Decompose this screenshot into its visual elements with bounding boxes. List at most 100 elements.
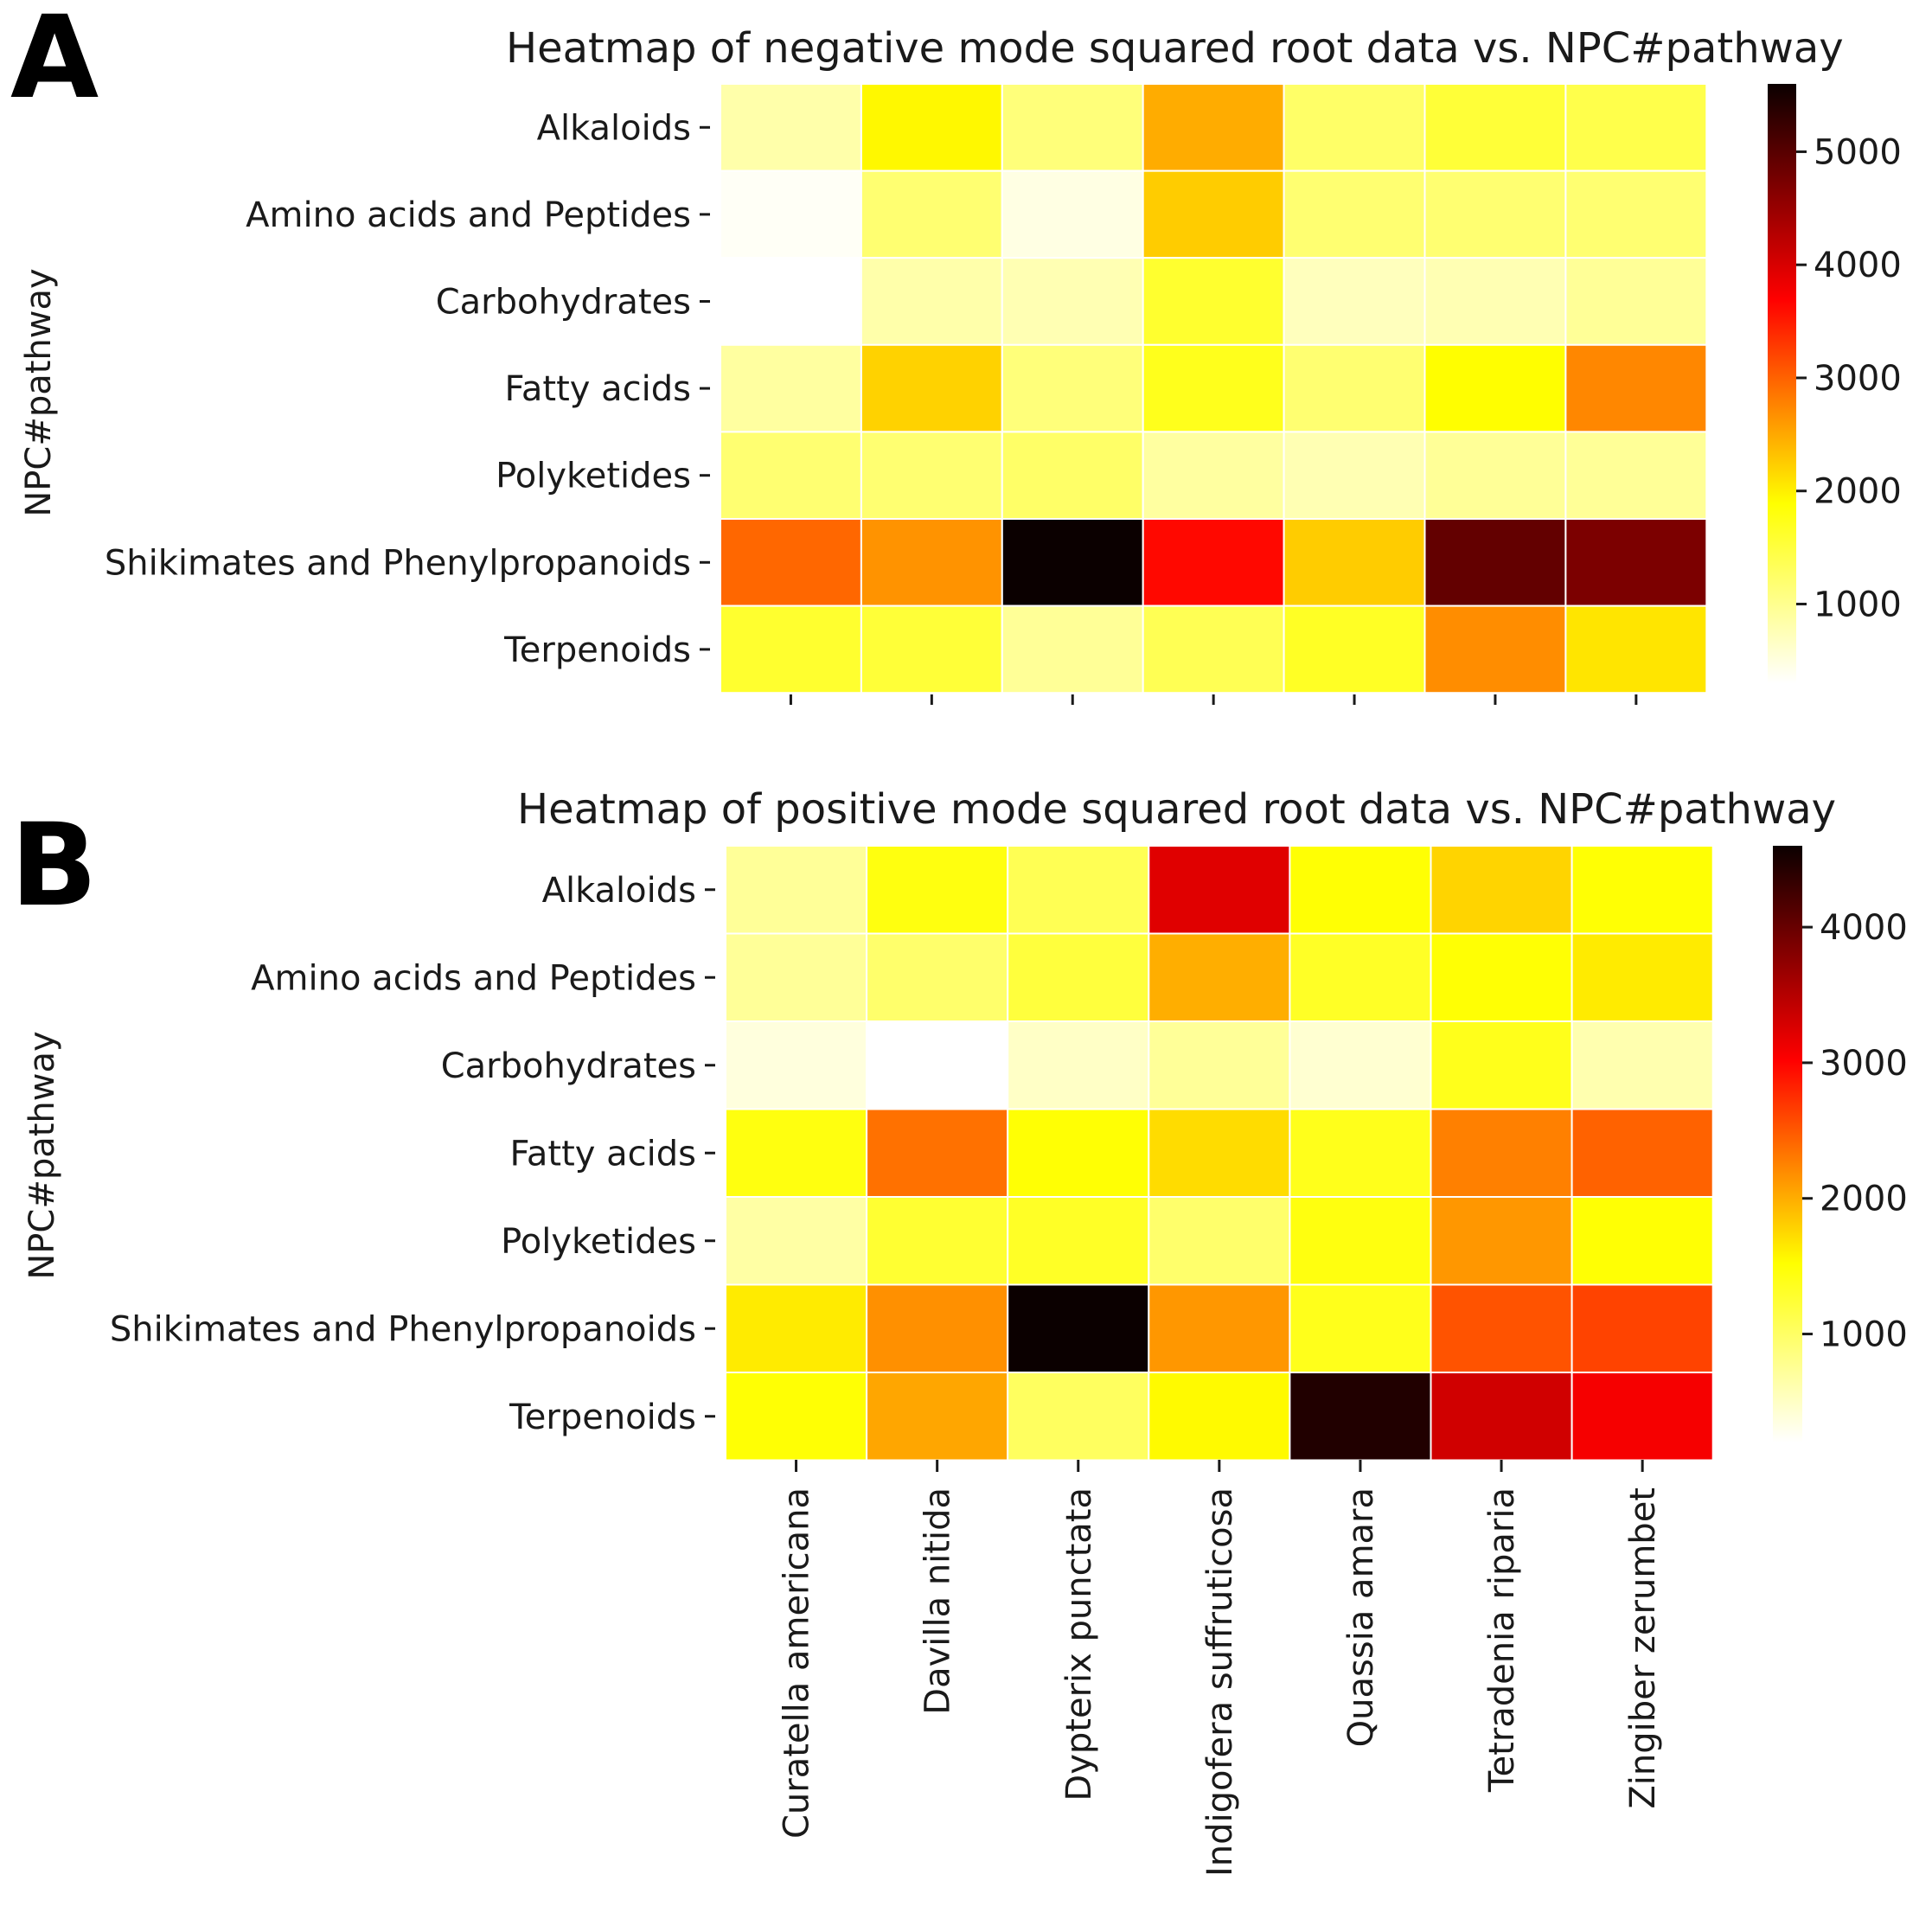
heatmap-cell xyxy=(1564,431,1708,520)
heatmap-cell xyxy=(1001,257,1144,346)
heatmap-b-colorbar xyxy=(1773,846,1802,1442)
heatmap-cell xyxy=(1571,1108,1714,1198)
heatmap-cell xyxy=(1564,83,1708,172)
heatmap-cell xyxy=(1007,932,1150,1022)
heatmap-cell xyxy=(725,1196,868,1286)
row-label: Polyketides xyxy=(496,457,691,496)
column-label: Indigofera suffruticosa xyxy=(1200,1487,1240,1877)
heatmap-cell xyxy=(1142,83,1285,172)
heatmap-cell xyxy=(1283,518,1426,607)
heatmap-b-x-ticks xyxy=(795,1460,1644,1472)
heatmap-cell xyxy=(1430,1108,1573,1198)
heatmap-cell xyxy=(1001,518,1144,607)
heatmap-cell xyxy=(1571,1372,1714,1462)
heatmap-cell xyxy=(860,518,1003,607)
heatmap-cell xyxy=(725,845,868,935)
heatmap-cell xyxy=(1423,257,1567,346)
heatmap-cell xyxy=(1571,1283,1714,1373)
column-label: Tetradenia riparia xyxy=(1482,1487,1522,1793)
heatmap-cell xyxy=(1148,932,1291,1022)
heatmap-a-ylabel: NPC#pathway xyxy=(19,268,59,516)
heatmap-b-cells xyxy=(725,845,1714,1462)
heatmap-cell xyxy=(860,431,1003,520)
row-label: Fatty acids xyxy=(505,369,691,409)
heatmap-cell xyxy=(720,518,862,607)
panel-letter-a: A xyxy=(10,0,99,125)
heatmap-cell xyxy=(866,932,1009,1022)
row-label: Alkaloids xyxy=(542,871,696,911)
heatmap-cell xyxy=(1142,431,1285,520)
heatmap-cell xyxy=(866,1283,1009,1373)
panel-a: A Heatmap of negative mode squared root … xyxy=(10,0,1902,705)
heatmap-cell xyxy=(720,257,862,346)
heatmap-a-row-labels: Alkaloids Amino acids and Peptides Carbohy… xyxy=(105,108,710,670)
heatmap-cell xyxy=(1007,1020,1150,1110)
colorbar-tick-label: 4000 xyxy=(1820,908,1908,948)
heatmap-cell xyxy=(1289,845,1432,935)
heatmap-cell xyxy=(725,1020,868,1110)
heatmap-cell xyxy=(1001,83,1144,172)
column-label: Dypterix punctata xyxy=(1059,1487,1099,1801)
heatmap-cell xyxy=(725,1372,868,1462)
heatmap-cell xyxy=(1001,604,1144,694)
heatmap-cell xyxy=(720,604,862,694)
heatmap-cell xyxy=(1142,518,1285,607)
heatmap-cell xyxy=(1001,343,1144,433)
heatmap-cell xyxy=(1423,83,1567,172)
heatmap-cell xyxy=(860,343,1003,433)
heatmap-cell xyxy=(725,932,868,1022)
heatmap-cell xyxy=(1148,1283,1291,1373)
heatmap-cell xyxy=(866,845,1009,935)
colorbar-tick-label: 5000 xyxy=(1814,132,1902,172)
heatmap-cell xyxy=(725,1283,868,1373)
heatmap-cell xyxy=(866,1372,1009,1462)
heatmap-cell xyxy=(1148,1108,1291,1198)
row-label: Polyketides xyxy=(501,1222,696,1262)
row-label: Amino acids and Peptides xyxy=(251,958,696,998)
heatmap-cell xyxy=(1001,431,1144,520)
heatmap-cell xyxy=(1007,1372,1150,1462)
heatmap-a-cells xyxy=(720,83,1708,694)
heatmap-b-title: Heatmap of positive mode squared root da… xyxy=(517,785,1836,834)
heatmap-cell xyxy=(860,257,1003,346)
row-label: Amino acids and Peptides xyxy=(246,195,691,235)
heatmap-cell xyxy=(1571,845,1714,935)
heatmap-cell xyxy=(1571,1196,1714,1286)
heatmap-cell xyxy=(1283,257,1426,346)
row-label: Shikimates and Phenylpropanoids xyxy=(110,1309,696,1349)
heatmap-a-title: Heatmap of negative mode squared root da… xyxy=(506,24,1844,73)
heatmap-b-column-labels: Curatella americana Davilla nitida Dypteri… xyxy=(777,1487,1664,1877)
heatmap-cell xyxy=(1289,1372,1432,1462)
row-label: Terpenoids xyxy=(503,630,691,670)
heatmap-cell xyxy=(1142,170,1285,259)
heatmap-cell xyxy=(1148,845,1291,935)
row-label: Carbohydrates xyxy=(441,1046,696,1086)
heatmap-b-row-labels: Alkaloids Amino acids and Peptides Carbohy… xyxy=(110,871,715,1437)
row-label: Terpenoids xyxy=(509,1398,696,1437)
heatmap-cell xyxy=(1007,1108,1150,1198)
heatmap-cell xyxy=(1430,1372,1573,1462)
colorbar-tick-label: 3000 xyxy=(1820,1044,1908,1084)
heatmap-cell xyxy=(1423,604,1567,694)
heatmap-cell xyxy=(720,431,862,520)
heatmap-cell xyxy=(1283,170,1426,259)
heatmap-cell xyxy=(1430,1283,1573,1373)
heatmap-cell xyxy=(1007,1196,1150,1286)
heatmap-cell xyxy=(1564,604,1708,694)
heatmap-b-colorbar-ticks: 1000 2000 3000 4000 xyxy=(1802,908,1908,1355)
heatmap-cell xyxy=(1423,343,1567,433)
column-label: Zingiber zerumbet xyxy=(1623,1487,1663,1809)
heatmap-cell xyxy=(1571,1020,1714,1110)
heatmap-cell xyxy=(1283,83,1426,172)
heatmap-cell xyxy=(1564,170,1708,259)
heatmap-cell xyxy=(720,343,862,433)
colorbar-tick-label: 2000 xyxy=(1814,472,1902,512)
heatmap-cell xyxy=(1571,932,1714,1022)
heatmap-cell xyxy=(860,604,1003,694)
heatmap-cell xyxy=(1007,845,1150,935)
heatmap-cell xyxy=(1289,1196,1432,1286)
panel-letter-b: B xyxy=(10,799,98,932)
heatmap-cell xyxy=(1007,1283,1150,1373)
heatmap-a-colorbar xyxy=(1768,84,1796,683)
